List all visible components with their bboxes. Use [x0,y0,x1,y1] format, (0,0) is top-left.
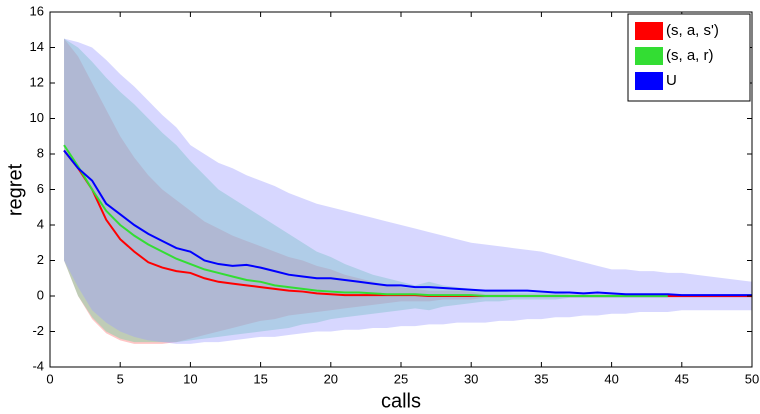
legend-swatch [635,22,663,40]
legend-label: (s, a, r) [666,47,714,64]
y-tick-label: 0 [37,287,44,302]
x-tick-label: 0 [46,371,53,386]
lines [63,144,752,297]
band [64,38,753,344]
band [64,38,668,343]
y-tick-label: 14 [30,39,44,54]
x-tick-label: 30 [464,371,478,386]
x-tick-label: 35 [534,371,548,386]
x-axis-title: calls [381,390,421,412]
legend: (s, a, s') (s, a, r) U [627,13,751,102]
x-tick-label: 45 [675,371,689,386]
axes: 0 5 10 15 20 25 30 35 40 45 50 -4 -2 0 2 4 6 8 10 12 14 16 [30,3,760,386]
bands [64,38,753,344]
x-tick-label: 50 [745,371,759,386]
y-axis-title: regret [4,163,26,216]
series-line [63,149,752,297]
x-tick-label: 15 [253,371,267,386]
legend-label: U [666,72,677,89]
series-line [63,144,668,297]
x-tick-label: 25 [394,371,408,386]
y-tick-label: 10 [30,110,44,125]
legend-swatch [635,47,663,65]
x-tick-label: 5 [117,371,124,386]
y-tick-label: -2 [32,323,44,338]
legend-swatch [635,72,663,90]
y-tick-label: 8 [37,145,44,160]
plot-frame [49,11,753,368]
legend-label: (s, a, s') [666,22,719,39]
y-tick-label: 16 [30,3,44,18]
x-tick-label: 10 [183,371,197,386]
y-tick-label: 12 [30,74,44,89]
y-tick-label: -4 [32,358,44,373]
y-tick-label: 4 [37,216,44,231]
x-tick-label: 40 [604,371,618,386]
y-tick-label: 6 [37,181,44,196]
x-tick-label: 20 [324,371,338,386]
band [64,38,753,344]
y-tick-label: 2 [37,252,44,267]
